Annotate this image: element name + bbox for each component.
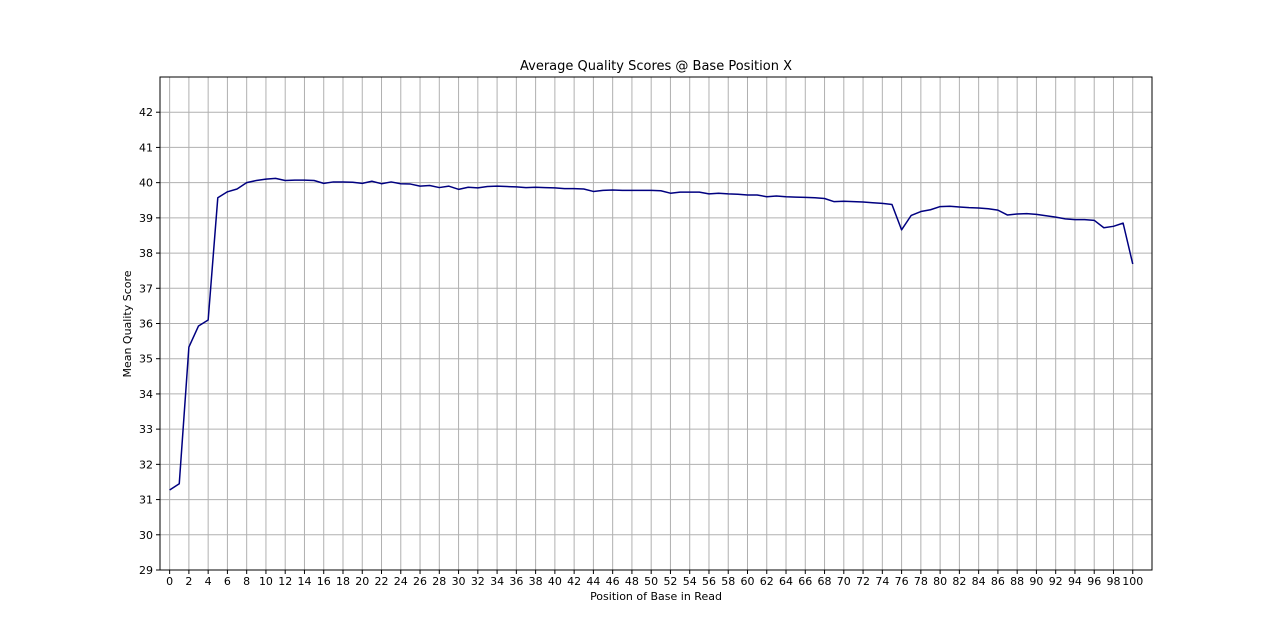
x-tick-label: 48 bbox=[625, 575, 639, 588]
x-tick-label: 40 bbox=[548, 575, 562, 588]
x-tick-label: 80 bbox=[933, 575, 947, 588]
x-tick-label: 100 bbox=[1122, 575, 1143, 588]
y-tick-label: 37 bbox=[139, 282, 153, 295]
x-tick-label: 70 bbox=[837, 575, 851, 588]
x-tick-label: 20 bbox=[355, 575, 369, 588]
x-tick-label: 60 bbox=[740, 575, 754, 588]
x-tick-label: 66 bbox=[798, 575, 812, 588]
x-tick-label: 2 bbox=[185, 575, 192, 588]
x-tick-label: 86 bbox=[991, 575, 1005, 588]
x-tick-label: 78 bbox=[914, 575, 928, 588]
x-tick-label: 28 bbox=[432, 575, 446, 588]
x-tick-label: 46 bbox=[606, 575, 620, 588]
x-tick-label: 12 bbox=[278, 575, 292, 588]
y-tick-label: 36 bbox=[139, 318, 153, 331]
x-tick-label: 76 bbox=[895, 575, 909, 588]
x-tick-label: 10 bbox=[259, 575, 273, 588]
grid bbox=[160, 77, 1152, 571]
x-tick-label: 42 bbox=[567, 575, 581, 588]
x-tick-label: 90 bbox=[1029, 575, 1043, 588]
x-tick-label: 16 bbox=[317, 575, 331, 588]
x-tick-label: 26 bbox=[413, 575, 427, 588]
x-tick-label: 18 bbox=[336, 575, 350, 588]
y-tick-label: 35 bbox=[139, 353, 153, 366]
y-tick-label: 39 bbox=[139, 212, 153, 225]
y-tick-label: 41 bbox=[139, 141, 153, 154]
x-tick-label: 94 bbox=[1068, 575, 1082, 588]
x-axis-label: Position of Base in Read bbox=[590, 590, 722, 603]
y-tick-label: 40 bbox=[139, 177, 153, 190]
x-tick-label: 92 bbox=[1049, 575, 1063, 588]
series-layer bbox=[169, 177, 1134, 491]
y-tick-label: 33 bbox=[139, 423, 153, 436]
chart-title: Average Quality Scores @ Base Position X bbox=[520, 59, 792, 74]
x-tick-label: 0 bbox=[166, 575, 173, 588]
x-tick-label: 62 bbox=[760, 575, 774, 588]
x-tick-label: 68 bbox=[818, 575, 832, 588]
y-tick-label: 32 bbox=[139, 458, 153, 471]
x-tick-label: 38 bbox=[529, 575, 543, 588]
y-axis-label: Mean Quality Score bbox=[121, 270, 134, 377]
x-tick-label: 96 bbox=[1087, 575, 1101, 588]
x-tick-label: 32 bbox=[471, 575, 485, 588]
series-line bbox=[169, 177, 1134, 491]
x-tick-label: 8 bbox=[243, 575, 250, 588]
y-tick-label: 30 bbox=[139, 529, 153, 542]
x-tick-label: 36 bbox=[509, 575, 523, 588]
x-tick-label: 4 bbox=[205, 575, 212, 588]
y-tick-label: 29 bbox=[139, 564, 153, 577]
x-tick-label: 74 bbox=[875, 575, 889, 588]
y-tick-label: 42 bbox=[139, 106, 153, 119]
x-tick-label: 56 bbox=[702, 575, 716, 588]
x-tick-label: 52 bbox=[663, 575, 677, 588]
x-tick-label: 64 bbox=[779, 575, 793, 588]
x-tick-label: 30 bbox=[452, 575, 466, 588]
y-tick-label: 34 bbox=[139, 388, 153, 401]
x-tick-label: 14 bbox=[297, 575, 311, 588]
y-tick-label: 31 bbox=[139, 494, 153, 507]
x-tick-label: 54 bbox=[683, 575, 697, 588]
axis-ticks: 0 2 4 6 8 10 12 14 16 18 20 22 24 26 28 30 32 34 36 38 40 42 4… bbox=[139, 106, 1143, 588]
x-tick-label: 72 bbox=[856, 575, 870, 588]
x-tick-label: 98 bbox=[1106, 575, 1120, 588]
x-tick-label: 44 bbox=[586, 575, 600, 588]
x-tick-label: 6 bbox=[224, 575, 231, 588]
y-tick-label: 38 bbox=[139, 247, 153, 260]
x-tick-label: 34 bbox=[490, 575, 504, 588]
x-tick-label: 82 bbox=[952, 575, 966, 588]
x-tick-label: 22 bbox=[375, 575, 389, 588]
x-tick-label: 88 bbox=[1010, 575, 1024, 588]
x-tick-label: 24 bbox=[394, 575, 408, 588]
x-tick-label: 58 bbox=[721, 575, 735, 588]
x-tick-label: 50 bbox=[644, 575, 658, 588]
x-tick-label: 84 bbox=[972, 575, 986, 588]
